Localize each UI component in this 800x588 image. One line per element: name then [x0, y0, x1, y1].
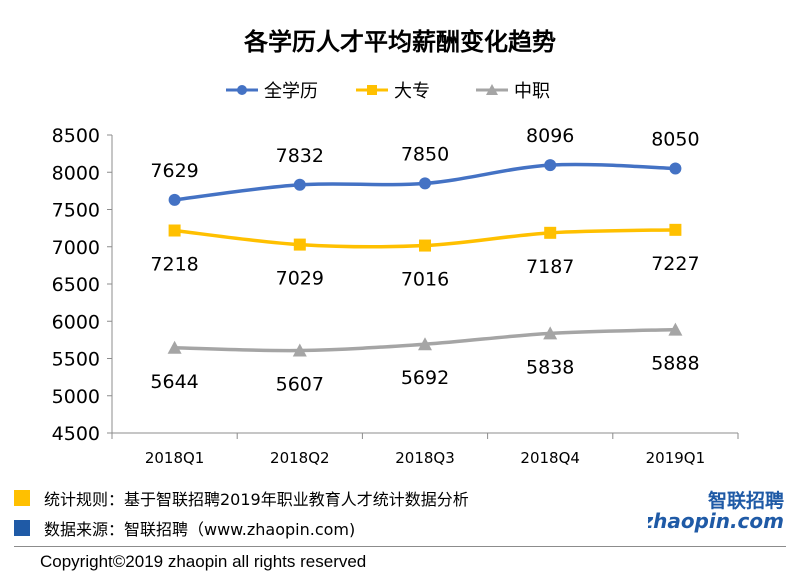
data-point	[292, 343, 307, 357]
data-label: 7832	[276, 145, 324, 167]
data-point	[419, 177, 431, 190]
data-point	[544, 159, 557, 172]
axes: 8500 8000 7500 7000 6500 6000 5500 5000 4500 2018…	[52, 125, 739, 467]
y-tick-label: 5500	[52, 349, 100, 371]
legend-label: 大专	[394, 81, 430, 102]
note-rule-text: 统计规则：基于智联招聘2019年职业教育人才统计数据分析	[44, 490, 469, 509]
footer-divider	[14, 546, 786, 547]
series-square: 7218 7029 7016 7187 7227	[150, 223, 700, 291]
legend: 全学历 大专 中职	[226, 81, 550, 102]
data-point	[167, 340, 182, 354]
chart: 各学历人才平均薪酬变化趋势 全学历 大专 中职 8500 8000 7500 7000 65…	[52, 28, 739, 467]
data-point	[543, 326, 558, 340]
y-tick-label: 8000	[52, 162, 100, 184]
y-tick-label: 7500	[52, 200, 100, 222]
legend-square-marker	[367, 85, 377, 95]
y-tick-label: 8500	[52, 125, 100, 147]
data-label: 8050	[651, 129, 699, 151]
legend-triangle-marker	[486, 84, 498, 95]
y-tick-label: 5000	[52, 386, 100, 408]
note-rule: 统计规则：基于智联招聘2019年职业教育人才统计数据分析	[14, 486, 469, 510]
x-tick-label: 2018Q4	[520, 449, 580, 467]
legend-label: 中职	[514, 81, 550, 102]
legend-label: 全学历	[264, 81, 318, 102]
data-label: 5644	[150, 371, 198, 393]
data-label: 5888	[651, 353, 699, 375]
data-point	[168, 224, 181, 237]
x-tick-label: 2018Q1	[145, 449, 205, 467]
zhaopin-logo: 智联招聘 zhaopin.com	[648, 489, 784, 533]
data-point	[293, 238, 306, 251]
series-circle: 7629 7832 7850 8096 8050	[150, 125, 700, 206]
data-label: 5607	[276, 374, 324, 396]
data-point	[669, 223, 682, 236]
x-tick-label: 2019Q1	[646, 449, 706, 467]
data-point	[669, 162, 682, 175]
yellow-square-icon	[14, 490, 30, 506]
data-point	[418, 337, 432, 351]
logo-cn-text: 智联招聘	[708, 489, 784, 512]
data-label: 5838	[526, 356, 574, 378]
chart-title: 各学历人才平均薪酬变化趋势	[243, 28, 556, 56]
data-point	[668, 322, 683, 336]
data-label: 8096	[526, 125, 574, 147]
data-label: 7629	[150, 160, 198, 182]
data-label: 5692	[401, 367, 449, 389]
logo-en-text: zhaopin.com	[648, 509, 784, 533]
x-tick-label: 2018Q2	[270, 449, 330, 467]
data-label: 7227	[651, 253, 699, 275]
series-triangle: 5644 5607 5692 5838 5888	[150, 322, 700, 396]
data-point	[293, 178, 306, 191]
copyright: Copyright©2019 zhaopin all rights reserv…	[40, 552, 367, 571]
note-source-text: 数据来源：智联招聘（www.zhaopin.com)	[44, 520, 356, 539]
y-tick-label: 6500	[52, 274, 100, 296]
x-tick-label: 2018Q3	[395, 449, 455, 467]
data-point	[419, 239, 431, 252]
data-label: 7850	[401, 143, 449, 165]
blue-square-icon	[14, 520, 30, 536]
y-tick-label: 4500	[52, 423, 100, 445]
data-point	[168, 193, 181, 206]
series-group: 7629 7832 7850 8096 8050 7218 7029 7016 7187 7227…	[150, 125, 699, 395]
data-label: 7187	[526, 256, 574, 278]
data-label: 7016	[401, 269, 449, 291]
y-tick-label: 7000	[52, 237, 100, 259]
data-label: 7029	[276, 268, 324, 290]
data-label: 7218	[150, 254, 198, 276]
data-point	[544, 226, 557, 239]
legend-circle-marker	[237, 85, 247, 95]
note-source: 数据来源：智联招聘（www.zhaopin.com)	[14, 516, 355, 540]
y-tick-label: 6000	[52, 311, 100, 333]
